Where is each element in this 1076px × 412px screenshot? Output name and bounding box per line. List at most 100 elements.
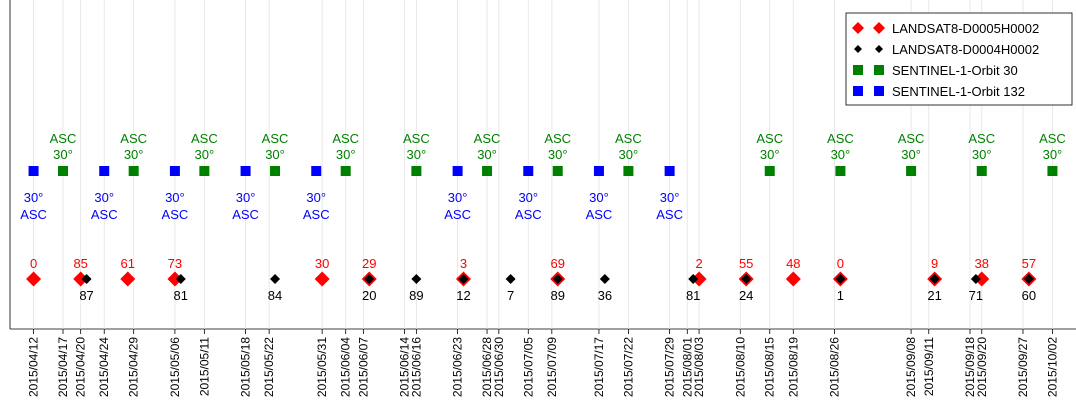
landsat-d0004-point — [835, 274, 846, 284]
landsat-d0005-value: 85 — [73, 256, 87, 271]
landsat-d0005-value: 55 — [739, 256, 753, 271]
landsat-d0004-value: 7 — [507, 288, 514, 303]
x-tick-label: 2015/04/29 — [127, 337, 141, 397]
sentinel-30-label-line2: 30° — [972, 147, 992, 162]
landsat-d0004-point — [270, 274, 281, 284]
x-tick-label: 2015/06/04 — [339, 337, 353, 397]
x-tick-label: 2015/05/06 — [168, 337, 182, 397]
x-tick-label: 2015/07/17 — [592, 337, 606, 397]
x-tick-label: 2015/06/16 — [409, 337, 423, 397]
landsat-d0004-point — [741, 274, 752, 284]
sentinel-132-label-line2: ASC — [162, 207, 189, 222]
legend-marker — [874, 86, 884, 96]
sentinel-30-point — [835, 166, 846, 176]
legend-marker — [852, 22, 864, 34]
sentinel-30-label-line1: ASC — [756, 131, 783, 146]
legend-entry-label: LANDSAT8-D0005H0002 — [892, 21, 1039, 36]
landsat-d0005-value: 2 — [695, 256, 702, 271]
sentinel-30-label-line2: 30° — [548, 147, 568, 162]
sentinel-132-label-line1: 30° — [589, 190, 609, 205]
legend-marker — [874, 65, 884, 75]
x-tick-label: 2015/07/22 — [621, 337, 635, 397]
landsat-d0004-point — [411, 274, 422, 284]
x-tick-label: 2015/07/29 — [663, 337, 677, 397]
landsat-d0004-value: 89 — [409, 288, 423, 303]
landsat-d0004-value: 24 — [739, 288, 753, 303]
sentinel-30-point — [58, 166, 69, 176]
x-tick-label: 2015/09/18 — [963, 337, 977, 397]
x-tick-label: 2015/08/03 — [692, 337, 706, 397]
sentinel-30-point — [764, 166, 775, 176]
legend: LANDSAT8-D0005H0002 LANDSAT8-D0004H0002 SE… — [845, 12, 1073, 106]
landsat-d0004-point — [970, 274, 981, 284]
landsat-d0005-value: 61 — [121, 256, 135, 271]
landsat-d0005-point — [167, 271, 183, 287]
sentinel-132-label-line1: 30° — [518, 190, 538, 205]
landsat-d0005-value: 38 — [975, 256, 989, 271]
sentinel-132-label-line2: ASC — [586, 207, 613, 222]
legend-entry-label: SENTINEL-1-Orbit 30 — [892, 63, 1018, 78]
sentinel-30-point — [482, 166, 493, 176]
sentinel-132-label-line2: ASC — [515, 207, 542, 222]
sentinel-132-point — [99, 166, 110, 176]
sentinel-30-label-line2: 30° — [53, 147, 73, 162]
sentinel-132-point — [664, 166, 675, 176]
sentinel-132-label-line1: 30° — [236, 190, 256, 205]
sentinel-30-point — [976, 166, 987, 176]
sentinel-30-label-line2: 30° — [265, 147, 285, 162]
sentinel-132-point — [452, 166, 463, 176]
sentinel-132-label-line1: 30° — [165, 190, 185, 205]
landsat-d0004-point — [599, 274, 610, 284]
sentinel-132-label-line1: 30° — [94, 190, 114, 205]
sentinel-30-point — [128, 166, 139, 176]
sentinel-132-label-line2: ASC — [232, 207, 259, 222]
x-tick-label: 2015/09/27 — [1016, 337, 1030, 397]
legend-marker — [873, 22, 885, 34]
sentinel-132-point — [240, 166, 251, 176]
legend-marker — [854, 45, 862, 53]
legend-marker — [853, 86, 863, 96]
x-tick-label: 2015/04/20 — [74, 337, 88, 397]
landsat-d0004-point — [1023, 274, 1034, 284]
landsat-d0005-point — [691, 271, 707, 287]
sentinel-30-label-line1: ASC — [403, 131, 430, 146]
sentinel-132-label-line2: ASC — [444, 207, 471, 222]
x-tick-label: 2015/05/31 — [315, 337, 329, 397]
sentinel-30-label-line2: 30° — [195, 147, 215, 162]
x-tick-label: 2015/05/18 — [239, 337, 253, 397]
landsat-d0005-value: 0 — [837, 256, 844, 271]
landsat-d0005-point — [314, 271, 330, 287]
sentinel-30-label-line2: 30° — [1043, 147, 1063, 162]
x-tick-label: 2015/06/23 — [451, 337, 465, 397]
x-tick-label: 2015/04/17 — [56, 337, 70, 397]
x-tick-label: 2015/09/11 — [922, 337, 936, 396]
landsat-d0004-point — [175, 274, 186, 284]
landsat-d0005-value: 3 — [460, 256, 467, 271]
sentinel-30-label-line1: ASC — [544, 131, 571, 146]
sentinel-30-label-line1: ASC — [898, 131, 925, 146]
landsat-d0005-value: 57 — [1022, 256, 1036, 271]
sentinel-30-label-line2: 30° — [831, 147, 851, 162]
landsat-d0005-point — [120, 271, 136, 287]
x-tick-label: 2015/08/15 — [763, 337, 777, 397]
landsat-d0004-value: 71 — [969, 288, 983, 303]
landsat-d0005-point — [26, 271, 42, 287]
landsat-d0005-value: 29 — [362, 256, 376, 271]
sentinel-30-label-line1: ASC — [1039, 131, 1066, 146]
sentinel-132-point — [311, 166, 322, 176]
landsat-d0004-value: 20 — [362, 288, 376, 303]
sentinel-30-point — [199, 166, 210, 176]
sentinel-30-point — [270, 166, 281, 176]
x-tick-label: 2015/04/24 — [97, 337, 111, 397]
sentinel-30-label-line1: ASC — [827, 131, 854, 146]
sentinel-132-label-line2: ASC — [91, 207, 118, 222]
sentinel-30-label-line2: 30° — [901, 147, 921, 162]
x-tick-label: 2015/06/07 — [356, 337, 370, 397]
sentinel-30-label-line1: ASC — [474, 131, 501, 146]
sentinel-132-point — [169, 166, 180, 176]
sentinel-30-label-line1: ASC — [332, 131, 359, 146]
plot-area — [9, 0, 1076, 330]
landsat-d0004-point — [505, 274, 516, 284]
landsat-d0005-value: 9 — [931, 256, 938, 271]
